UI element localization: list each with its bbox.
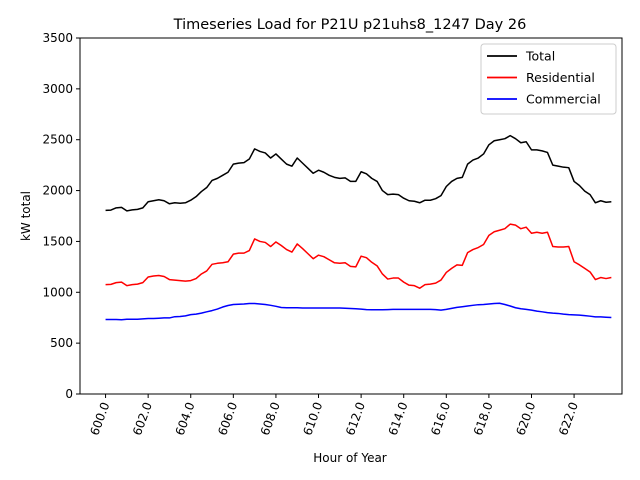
y-tick-label: 2000: [42, 184, 73, 198]
chart-legend: Total Residential Commercial: [480, 43, 617, 115]
plot-area: [79, 37, 623, 395]
chart-title: Timeseries Load for P21U p21uhs8_1247 Da…: [173, 17, 527, 33]
legend-label-commercial: Commercial: [526, 92, 601, 107]
y-tick-label: 500: [50, 336, 73, 350]
y-tick-label: 3000: [42, 82, 73, 96]
y-axis-label: kW total: [19, 191, 33, 241]
series-layer: [105, 134, 612, 321]
series-line-commercial: [105, 302, 612, 321]
axes-frame: [79, 37, 623, 395]
legend-label-total: Total: [525, 49, 555, 64]
y-tick-label: 1000: [42, 285, 73, 299]
legend-frame: [480, 43, 617, 115]
series-line-residential: [105, 223, 612, 289]
y-tick-label: 0: [65, 387, 73, 401]
x-axis-label: Hour of Year: [313, 451, 387, 465]
y-tick-label: 3500: [42, 31, 73, 45]
y-tick-label: 2500: [42, 133, 73, 147]
y-axis: 0 500 1000 1500 2000 2500 3000 3500: [42, 31, 80, 401]
y-tick-label: 1500: [42, 234, 73, 248]
series-line-total: [105, 134, 612, 212]
legend-label-residential: Residential: [526, 70, 595, 85]
